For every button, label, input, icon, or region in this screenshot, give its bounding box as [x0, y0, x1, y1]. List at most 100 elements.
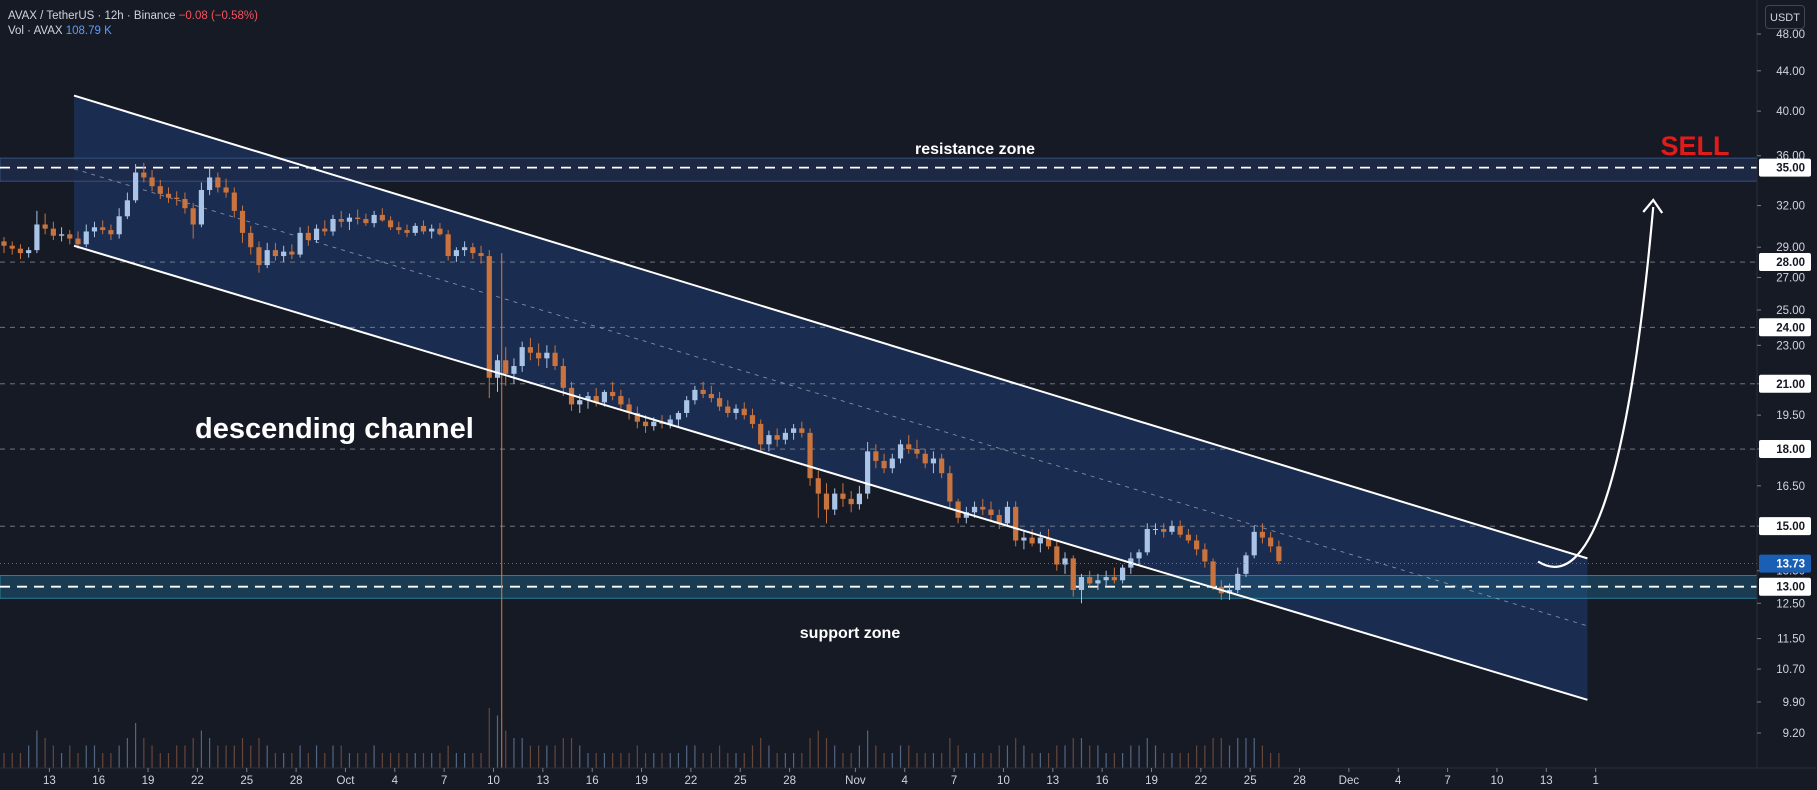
volume-bar: [1138, 745, 1140, 768]
volume-bar: [1130, 745, 1132, 768]
projection-arrow-curve: [1537, 206, 1655, 568]
volume-bar: [751, 745, 754, 768]
volume-bar: [727, 753, 729, 768]
candle-body: [322, 228, 328, 232]
candle-body: [42, 224, 48, 229]
volume-bar: [1220, 738, 1222, 768]
volume-bar: [612, 753, 614, 768]
candle-body: [1268, 537, 1274, 547]
time-tick-label: 4: [392, 775, 399, 787]
candle-body: [536, 352, 542, 359]
price-axis-background: [1757, 0, 1817, 790]
time-tick-label: 25: [1244, 775, 1257, 787]
candle-body: [1185, 534, 1191, 541]
volume-bar: [447, 745, 449, 768]
volume-bar: [389, 753, 392, 768]
candle-body: [198, 189, 204, 225]
candle-body: [667, 419, 673, 424]
time-tick-label: 10: [997, 775, 1010, 787]
price-tick-label: 29.00: [1776, 242, 1805, 254]
price-change: −0.08 (−0.58%): [178, 10, 258, 22]
volume-bar: [883, 753, 885, 768]
volume-bar: [472, 753, 474, 768]
volume-bar: [529, 745, 531, 768]
candle-body: [297, 232, 303, 255]
volume-bar: [217, 745, 219, 768]
candle-body: [1259, 531, 1266, 538]
volume-bar: [669, 753, 671, 768]
symbol-title[interactable]: AVAX / TetherUS · 12h · Binance: [8, 10, 176, 22]
level-price-tag-bg: [1759, 577, 1811, 596]
volume-bar: [1089, 745, 1091, 768]
channel-upper-line: [73, 94, 1588, 560]
candle-body: [955, 501, 961, 518]
volume-bar: [1245, 738, 1247, 768]
candle-body: [700, 389, 706, 394]
volume-bar: [348, 753, 351, 768]
candle-body: [1111, 577, 1117, 581]
candle-body: [560, 366, 566, 388]
level-price-tag-bg: [1759, 318, 1811, 337]
volume-bar: [538, 745, 540, 768]
time-tick-label: 7: [1444, 775, 1450, 787]
projection-arrow-head: [1642, 198, 1664, 214]
volume-bar: [143, 738, 145, 768]
candle-body: [239, 210, 246, 233]
candle-body: [371, 214, 377, 224]
volume-bar: [916, 753, 918, 768]
current-price-tag: 13.73: [1776, 559, 1805, 571]
price-tick-label: 40.00: [1776, 106, 1805, 118]
candle-body: [182, 199, 188, 209]
volume-bar: [332, 745, 334, 768]
volume-bar: [644, 753, 647, 768]
candle-body: [1021, 537, 1027, 541]
candle-body: [651, 421, 657, 427]
volume-bar: [817, 730, 819, 768]
candle-body: [100, 227, 106, 231]
volume-bar: [44, 738, 46, 768]
candle-body: [840, 493, 846, 499]
candle-body: [281, 251, 287, 257]
level-price-tag-bg: [1759, 158, 1811, 177]
volume-bar: [743, 753, 745, 768]
candle-body: [511, 366, 517, 374]
candle-body: [1177, 526, 1183, 535]
candle-body: [1194, 540, 1200, 550]
candle-body: [971, 506, 978, 513]
volume-bar: [603, 753, 606, 768]
candle-body: [832, 493, 838, 510]
candle-body: [1037, 537, 1043, 544]
candle-body: [1029, 537, 1035, 544]
volume-bar: [1187, 753, 1189, 768]
volume-bar: [110, 753, 112, 768]
descending-channel-area: [74, 95, 1588, 700]
candle-body: [26, 250, 32, 254]
current-price-tag-bg: [1759, 554, 1811, 573]
volume-bar: [570, 738, 573, 768]
candle-body: [1095, 580, 1101, 584]
volume-bar: [1171, 753, 1173, 768]
volume-bar: [735, 753, 737, 768]
candle-body: [692, 389, 698, 401]
volume-bar: [340, 745, 342, 768]
volume-bar: [233, 745, 235, 768]
volume-bar: [858, 745, 860, 768]
currency-unit-button[interactable]: USDT: [1765, 5, 1805, 29]
volume-bar: [266, 745, 268, 768]
level-price-tag: 21.00: [1776, 379, 1805, 391]
volume-bar: [151, 745, 153, 768]
volume-bar: [28, 745, 30, 768]
candle-body: [552, 352, 558, 367]
candle-body: [741, 408, 747, 416]
volume-bar: [587, 753, 589, 768]
candle-body: [585, 396, 591, 401]
volume-bar: [192, 738, 194, 768]
time-tick-label: 4: [1395, 775, 1402, 787]
price-tick-label: 44.00: [1776, 66, 1805, 78]
candle-body: [1087, 577, 1093, 584]
candle-body: [437, 228, 443, 235]
candle-body: [91, 227, 98, 232]
volume-bar: [1056, 745, 1058, 768]
level-price-tag-bg: [1759, 374, 1811, 393]
